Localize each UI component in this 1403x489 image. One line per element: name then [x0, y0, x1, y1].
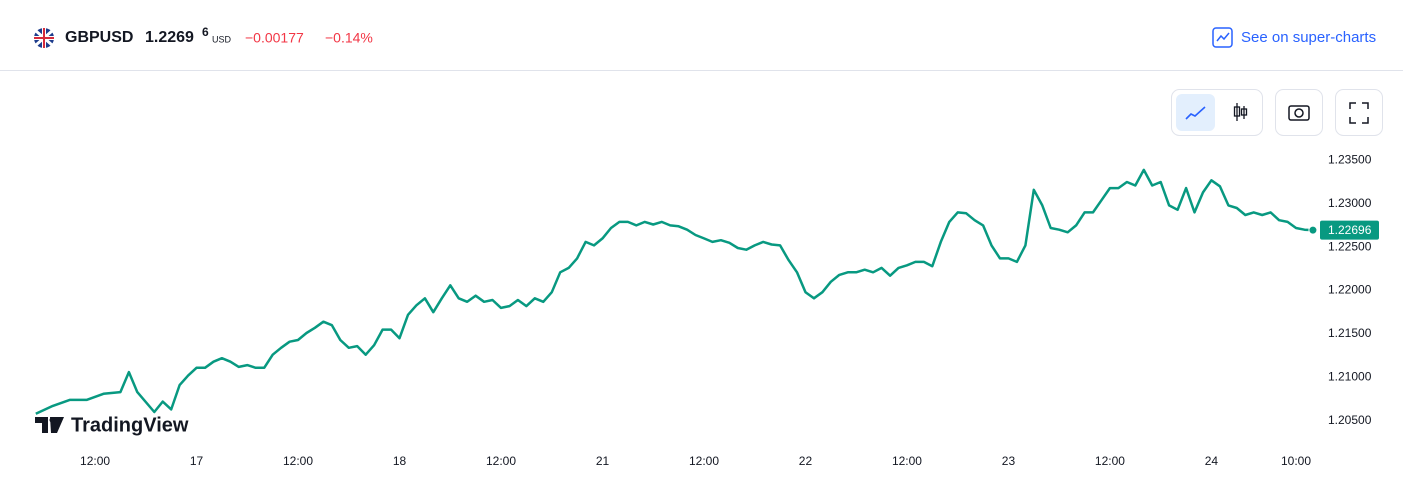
screenshot-button[interactable]	[1275, 89, 1323, 136]
x-tick-label: 23	[1002, 454, 1016, 468]
camera-lens	[1294, 108, 1304, 118]
y-tick-label: 1.21000	[1328, 369, 1372, 383]
line-icon	[1185, 106, 1206, 120]
x-tick-label: 24	[1205, 454, 1219, 468]
x-tick-label: 17	[190, 454, 204, 468]
x-tick-label: 12:00	[1095, 454, 1125, 468]
link-icon	[1212, 27, 1233, 48]
button-bg	[1335, 89, 1383, 136]
symbol: GBPUSD	[65, 29, 133, 46]
y-tick-label: 1.22500	[1328, 239, 1372, 253]
watermark-logo-dot	[49, 417, 55, 423]
change-percent: −0.14%	[325, 30, 373, 46]
currency: USD	[212, 34, 232, 44]
y-tick-label: 1.23000	[1328, 196, 1372, 210]
watermark: TradingView	[35, 414, 189, 436]
watermark-logo	[35, 417, 64, 433]
x-tick-label: 12:00	[486, 454, 516, 468]
x-tick-label: 12:00	[689, 454, 719, 468]
last-price-badge	[1320, 220, 1379, 240]
toolbar	[1171, 89, 1383, 136]
watermark-text: TradingView	[71, 414, 189, 436]
candle-style-button[interactable]	[1233, 103, 1248, 121]
link-text[interactable]: See on super-charts	[1241, 29, 1376, 46]
button-bg	[1275, 89, 1323, 136]
x-tick-label: 12:00	[283, 454, 313, 468]
price-pip: 6	[202, 25, 209, 39]
y-tick-label: 1.23500	[1328, 152, 1372, 166]
x-tick-label: 12:00	[80, 454, 110, 468]
last-price-dot	[1308, 225, 1318, 235]
y-tick-label: 1.22000	[1328, 283, 1372, 297]
fullscreen-icon	[1349, 102, 1369, 124]
x-tick-label: 22	[799, 454, 813, 468]
x-tick-label: 18	[393, 454, 407, 468]
y-tick-label: 1.21500	[1328, 326, 1372, 340]
price-line	[35, 168, 1313, 415]
x-tick-label: 10:00	[1281, 454, 1311, 468]
price-change: −0.00177	[245, 30, 304, 46]
super-charts-link[interactable]: See on super-charts	[1212, 27, 1376, 48]
last-price-label: 1.22696	[1328, 223, 1372, 237]
fullscreen-button[interactable]	[1335, 89, 1383, 136]
camera-icon	[1288, 105, 1310, 121]
x-tick-label: 12:00	[892, 454, 922, 468]
price: 1.2269	[145, 29, 194, 46]
flag-icon	[34, 28, 54, 48]
y-tick-label: 1.20500	[1328, 413, 1372, 427]
link-icon-line	[1216, 32, 1230, 42]
line-style-button[interactable]	[1176, 94, 1215, 131]
plot: 1.20500 1.21000 1.21500 1.22000 1.22500 1.230…	[35, 152, 1379, 468]
x-tick-label: 21	[596, 454, 610, 468]
button-bg	[1176, 94, 1215, 131]
